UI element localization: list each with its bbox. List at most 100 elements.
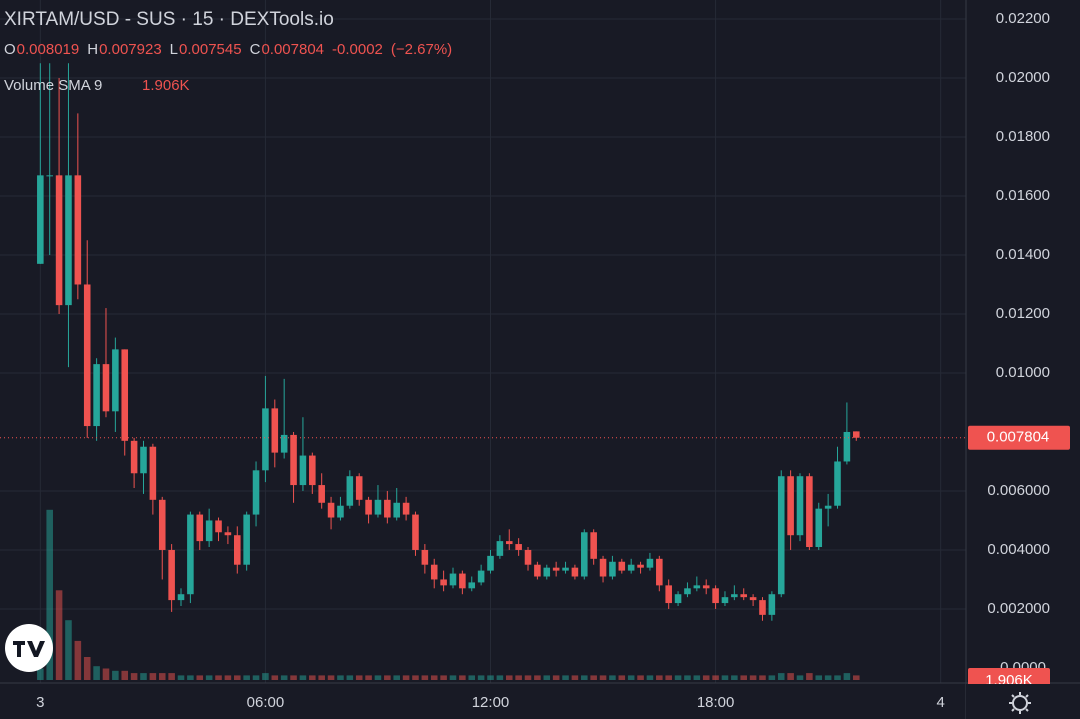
tv-logo[interactable] — [5, 624, 53, 672]
volume-bar — [55, 590, 63, 680]
x-tick-label: 12:00 — [472, 694, 510, 711]
candle-body — [459, 573, 466, 589]
candle-body — [515, 544, 522, 550]
volume-bar — [280, 675, 288, 680]
candle-body — [768, 594, 776, 615]
volume-bar — [158, 673, 166, 680]
volume-bar — [299, 675, 307, 680]
candle-body — [102, 364, 110, 412]
axes: 0.02200 0.02000 0.01800 0.01600 0.01400 0.012… — [36, 10, 1080, 719]
candle-body — [384, 499, 391, 518]
volume-label: Volume SMA 9 — [4, 77, 102, 94]
x-tick-label: 4 — [937, 694, 945, 711]
volume-bar — [656, 675, 663, 680]
candle-body — [412, 514, 419, 550]
volume-bar — [637, 675, 644, 680]
volume-bar — [177, 675, 185, 680]
candle-body — [552, 567, 560, 571]
settings-gear[interactable] — [1009, 692, 1031, 714]
volume-bar — [787, 673, 794, 680]
candle-body — [777, 476, 785, 595]
volume-bar — [112, 670, 119, 680]
candle-body — [421, 549, 429, 565]
volume-bar — [571, 675, 579, 680]
candle-body — [449, 573, 457, 586]
y-tick-label: 0.01000 — [996, 364, 1050, 381]
volume-bar — [384, 675, 391, 680]
candle-body — [534, 564, 541, 577]
candle-body — [590, 532, 597, 559]
candle-body — [130, 440, 138, 474]
candle-body — [327, 502, 335, 518]
y-tick-label: 0.01600 — [996, 187, 1050, 204]
candle-body — [318, 485, 325, 503]
volume-bar — [777, 673, 785, 680]
volume-bar — [627, 675, 635, 680]
candle-body — [749, 597, 757, 601]
volume-bar — [702, 675, 710, 680]
candle-body — [365, 499, 372, 515]
y-tick-label: 0.002000 — [987, 600, 1050, 617]
candle-body — [834, 461, 841, 506]
candle-body — [627, 564, 635, 571]
volume-bar — [618, 675, 626, 680]
candle-body — [496, 541, 504, 556]
volume-bar — [665, 675, 672, 680]
x-tick-label: 18:00 — [697, 694, 735, 711]
candle-body — [787, 476, 794, 536]
volume-bar — [196, 675, 204, 680]
volume-bar — [824, 675, 832, 680]
candle-body — [290, 434, 297, 486]
y-tick-label: 0.02000 — [996, 69, 1050, 86]
candle-body — [55, 175, 63, 306]
candle-body — [562, 567, 569, 571]
candle-body — [271, 408, 279, 453]
ohlc-value: 0.007923 — [99, 41, 162, 58]
candle-body — [121, 349, 129, 441]
candle-body — [299, 455, 307, 486]
candle-body — [233, 535, 241, 565]
volume-bar — [440, 675, 447, 680]
volume-bar — [65, 620, 72, 680]
candle-body — [177, 594, 185, 601]
volume-bar — [327, 675, 335, 680]
candle-body — [702, 585, 710, 589]
candle-body — [346, 476, 354, 506]
volume-bar — [337, 675, 344, 680]
volume-bar — [459, 675, 466, 680]
candle-body — [74, 175, 82, 285]
volume-bar — [421, 675, 429, 680]
candle-body — [637, 564, 644, 568]
volume-bar — [815, 675, 823, 680]
candle-body — [393, 502, 400, 518]
candle-body — [656, 558, 663, 586]
volume-bar — [309, 675, 316, 680]
volume-bar — [290, 675, 297, 680]
candle-body — [806, 476, 813, 548]
y-tick-label: 0.004000 — [987, 541, 1050, 558]
volume-bar — [168, 673, 175, 680]
candle-body — [337, 505, 344, 518]
volume-bar — [768, 675, 776, 680]
candle-body — [309, 455, 316, 486]
candle-body — [477, 570, 485, 583]
candle-body — [374, 499, 382, 515]
candle-body — [599, 558, 607, 577]
candle-body — [693, 585, 701, 589]
volume-bar — [205, 675, 213, 680]
volume-bar — [318, 675, 325, 680]
ohlc-value: 0.007804 — [261, 41, 324, 58]
volume-sma-box — [968, 668, 1050, 688]
candle-body — [674, 594, 682, 604]
volume-bar — [740, 675, 748, 680]
candle-body — [187, 514, 194, 595]
volume-bar — [505, 675, 513, 680]
volume-bar — [749, 675, 757, 680]
candle-body — [505, 541, 513, 545]
volume-bar — [262, 673, 269, 680]
candle-body — [262, 408, 269, 471]
candle-body — [740, 594, 748, 598]
time-axis-band — [966, 684, 1080, 719]
